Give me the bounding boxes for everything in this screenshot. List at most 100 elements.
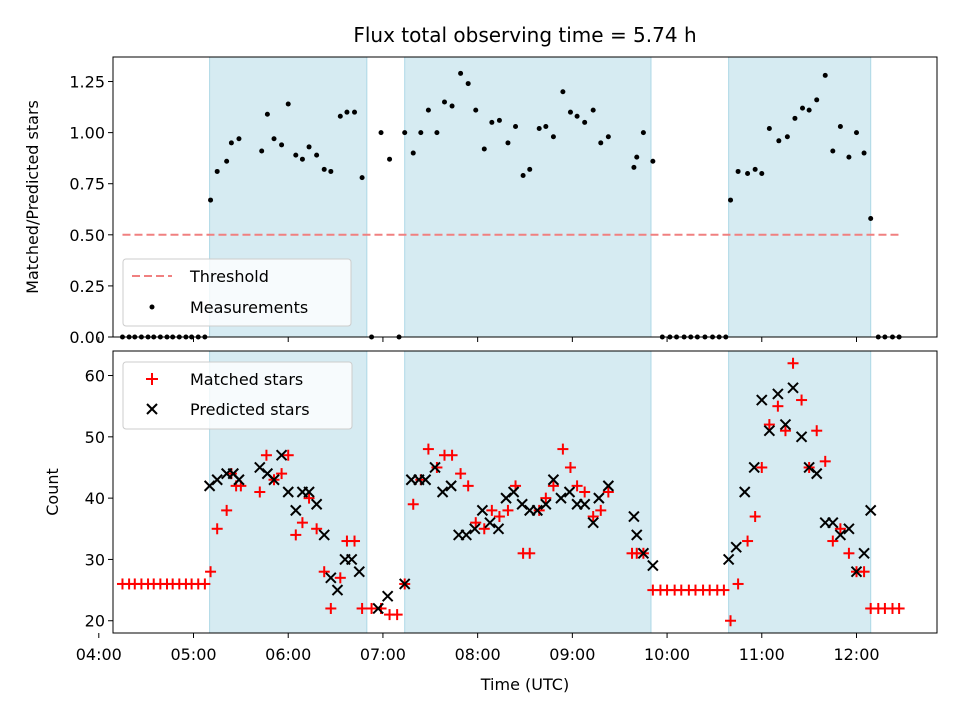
ratio-span-2 <box>728 56 872 338</box>
measurement-point-46 <box>465 81 471 87</box>
matched-point-95 <box>843 547 855 559</box>
measurement-point-81 <box>745 170 751 176</box>
matched-point-84 <box>756 461 768 473</box>
matched-point-93 <box>827 535 839 547</box>
matched-point-27 <box>303 492 315 504</box>
predicted-point-4 <box>233 474 245 486</box>
matched-point-51 <box>493 511 505 523</box>
predicted-point-19 <box>353 565 365 578</box>
matched-point-80 <box>725 615 737 627</box>
count-ytick-label-3: 50 <box>85 428 105 447</box>
matched-point-49 <box>478 523 490 535</box>
predicted-point-22 <box>399 578 411 590</box>
matched-point-26 <box>296 517 308 529</box>
count-xtick-label-6: 10:00 <box>644 645 690 664</box>
predicted-point-28 <box>445 480 457 492</box>
measurement-point-86 <box>784 134 790 140</box>
matched-point-60 <box>564 461 576 473</box>
measurement-point-85 <box>776 138 782 144</box>
matched-point-42 <box>422 443 434 455</box>
count-xtick-label-2: 06:00 <box>265 645 311 664</box>
predicted-point-57 <box>756 394 768 406</box>
matched-point-25 <box>290 529 302 541</box>
ratio-y-ticks: 0.00 0.25 0.50 0.75 1.00 1.25 <box>69 73 113 347</box>
predicted-legend-swatch <box>146 403 158 415</box>
ratio-panel: 0.00 0.25 0.50 0.75 1.00 1.25 Flux total obse… <box>23 23 938 347</box>
ratio-ytick-label-4: 1.00 <box>69 124 105 143</box>
measurement-point-94 <box>846 154 852 160</box>
predicted-point-14 <box>318 529 330 541</box>
matched-point-92 <box>819 455 831 467</box>
predicted-point-62 <box>795 431 808 443</box>
measurement-point-93 <box>837 123 843 129</box>
predicted-point-13 <box>310 498 323 510</box>
measurement-point-53 <box>520 173 526 179</box>
measurement-point-42 <box>434 130 440 136</box>
measurement-point-51 <box>505 140 511 146</box>
measurement-point-49 <box>489 119 495 125</box>
matched-point-30 <box>325 602 337 614</box>
matched-point-31 <box>334 572 346 584</box>
count-xtick-label-5: 09:00 <box>549 645 595 664</box>
predicted-legend-label: Predicted stars <box>190 400 310 419</box>
matched-point-38 <box>391 609 403 621</box>
measurement-point-79 <box>728 197 734 203</box>
ratio-ytick-label-5: 1.25 <box>69 73 105 92</box>
ratio-ytick-label-3: 0.75 <box>69 175 105 194</box>
measurement-point-68 <box>650 158 656 164</box>
predicted-point-51 <box>637 547 650 560</box>
predicted-point-67 <box>834 529 847 541</box>
matched-point-21 <box>260 449 272 461</box>
predicted-point-15 <box>325 572 337 584</box>
predicted-point-26 <box>429 461 441 474</box>
predicted-point-36 <box>507 486 520 498</box>
measurement-point-82 <box>752 166 758 172</box>
measurement-point-47 <box>473 107 479 113</box>
measurement-points <box>119 70 902 340</box>
predicted-point-64 <box>811 467 823 480</box>
matched-point-58 <box>547 480 559 492</box>
measurement-point-27 <box>314 152 320 158</box>
predicted-point-33 <box>484 516 496 529</box>
measurement-point-63 <box>598 140 604 146</box>
measurement-point-24 <box>293 152 299 158</box>
predicted-point-0 <box>203 480 216 492</box>
matched-point-15 <box>211 523 223 535</box>
measurement-point-62 <box>590 107 596 113</box>
predicted-point-55 <box>739 486 751 498</box>
matched-point-83 <box>749 511 761 523</box>
matched-point-87 <box>779 425 791 437</box>
matched-point-29 <box>318 566 330 578</box>
matched-point-89 <box>796 394 808 406</box>
predicted-point-46 <box>587 516 599 529</box>
measurement-point-16 <box>224 158 230 164</box>
predicted-point-52 <box>647 559 659 572</box>
matched-point-14 <box>205 566 217 578</box>
measurement-point-31 <box>344 109 350 115</box>
measurement-point-66 <box>634 154 640 160</box>
predicted-point-5 <box>254 461 266 474</box>
measurements-legend-label: Measurements <box>190 298 308 317</box>
measurement-point-36 <box>387 156 393 162</box>
predicted-point-60 <box>779 418 792 431</box>
predicted-point-45 <box>578 498 591 510</box>
predicted-point-35 <box>500 492 512 504</box>
predicted-point-27 <box>436 486 449 498</box>
measurement-point-32 <box>352 109 358 115</box>
predicted-point-61 <box>787 382 799 394</box>
predicted-point-32 <box>476 504 489 517</box>
matched-point-65 <box>602 486 614 498</box>
count-legend-box <box>122 361 353 430</box>
ratio-span-1 <box>404 56 652 338</box>
count-xtick-label-3: 07:00 <box>360 645 406 664</box>
predicted-point-71 <box>864 504 877 517</box>
measurement-point-64 <box>605 134 611 140</box>
matched-point-23 <box>276 468 288 480</box>
measurement-point-40 <box>418 130 424 136</box>
matched-point-13 <box>199 578 211 590</box>
matched-point-63 <box>587 511 599 523</box>
predicted-point-48 <box>602 480 615 492</box>
predicted-point-68 <box>843 523 855 535</box>
predicted-point-42 <box>555 492 567 504</box>
